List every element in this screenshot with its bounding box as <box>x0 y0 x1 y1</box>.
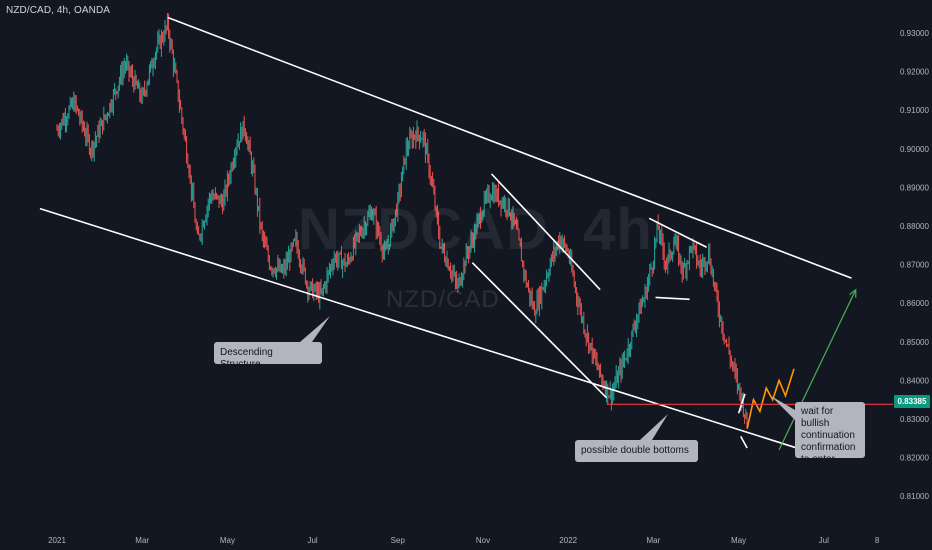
watermark-pair: NZD/CAD <box>386 286 500 313</box>
bottom-mini-bottom-line <box>740 435 748 449</box>
projection-path <box>746 368 795 429</box>
y-tick-label: 0.81000 <box>900 492 929 501</box>
candles-layer <box>56 13 748 429</box>
x-tick-label: Jul <box>307 536 317 545</box>
time-axis: 2021 Mar May Jul Sep Nov 2022 Mar May Jul 8 <box>48 536 880 545</box>
annotation-wait-confirmation[interactable]: wait for bullish continuation confirmati… <box>795 402 865 465</box>
x-tick-label: 2021 <box>48 536 66 545</box>
price-axis: 0.93000 0.92000 0.91000 0.90000 0.89000 0.880… <box>900 29 929 501</box>
x-tick-label: Sep <box>391 536 406 545</box>
y-tick-label: 0.83000 <box>900 415 929 424</box>
top-wedge-upper-line <box>648 217 708 248</box>
x-tick-label: May <box>220 536 235 545</box>
y-tick-label: 0.89000 <box>900 183 929 192</box>
y-tick-label: 0.84000 <box>900 376 929 385</box>
annotation-double-bottoms[interactable]: possible double bottoms <box>575 440 698 462</box>
x-tick-label: May <box>731 536 746 545</box>
inner-trend-bottom-line <box>471 262 608 399</box>
callout-pointer-double <box>640 414 668 440</box>
y-tick-label: 0.82000 <box>900 454 929 463</box>
callout-pointer-wait <box>771 396 795 420</box>
symbol-header[interactable]: NZD/CAD, 4h, OANDA <box>6 5 111 16</box>
top-wedge-lower-line <box>655 296 690 301</box>
x-tick-label: Mar <box>135 536 149 545</box>
y-tick-label: 0.93000 <box>900 29 929 38</box>
projection-arrow-head <box>849 288 857 298</box>
y-tick-label: 0.85000 <box>900 338 929 347</box>
projection-arrow-line <box>778 289 857 451</box>
inner-trend-top-line <box>490 173 601 291</box>
x-tick-label: 8 <box>875 536 880 545</box>
x-tick-label: Mar <box>647 536 661 545</box>
x-tick-label: Nov <box>476 536 490 545</box>
bottom-mini-top-line <box>737 393 746 414</box>
x-tick-label: 2022 <box>559 536 577 545</box>
callout-pointer-descending <box>300 316 330 342</box>
drawing-lines-layer <box>39 16 893 453</box>
last-price-tag: 0.83385 <box>894 395 930 408</box>
x-tick-label: Jul <box>819 536 829 545</box>
channel-bottom-line <box>39 207 810 453</box>
y-tick-label: 0.91000 <box>900 106 929 115</box>
y-tick-label: 0.90000 <box>900 145 929 154</box>
annotation-descending-structure[interactable]: Descending Structure <box>214 342 322 370</box>
y-tick-label: 0.87000 <box>900 261 929 270</box>
y-tick-label: 0.88000 <box>900 222 929 231</box>
y-tick-label: 0.86000 <box>900 299 929 308</box>
y-tick-label: 0.92000 <box>900 68 929 77</box>
channel-top-line <box>167 16 852 279</box>
watermark-symbol: NZDCAD, 4h <box>298 197 653 262</box>
